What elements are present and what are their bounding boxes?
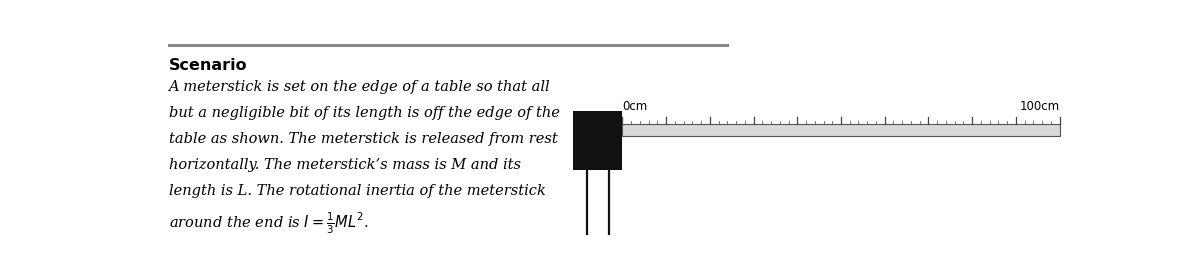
Text: A meterstick is set on the edge of a table so that all: A meterstick is set on the edge of a tab… bbox=[168, 80, 551, 94]
Bar bbox=[574, 111, 623, 170]
Text: around the end is $\mathit{I} = \frac{1}{3}\mathit{ML}^2$.: around the end is $\mathit{I} = \frac{1}… bbox=[168, 211, 368, 236]
Text: table as shown. The meterstick is released from rest: table as shown. The meterstick is releas… bbox=[168, 132, 557, 146]
Bar bbox=[623, 124, 1060, 136]
Text: 100cm: 100cm bbox=[1020, 100, 1060, 113]
Text: but a negligible bit of its length is off the edge of the: but a negligible bit of its length is of… bbox=[168, 106, 559, 120]
Text: Scenario: Scenario bbox=[168, 58, 247, 73]
Text: horizontally. The meterstick’s mass is M and its: horizontally. The meterstick’s mass is M… bbox=[168, 158, 521, 172]
Text: length is L. The rotational inertia of the meterstick: length is L. The rotational inertia of t… bbox=[168, 184, 546, 199]
Text: 0cm: 0cm bbox=[623, 100, 648, 113]
